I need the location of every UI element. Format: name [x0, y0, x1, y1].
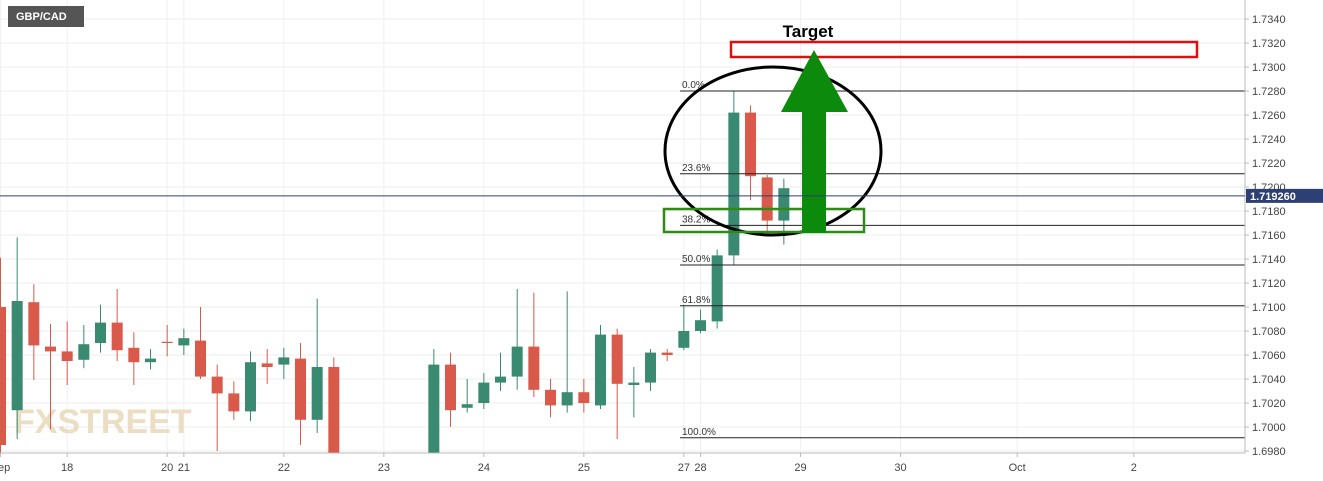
fib-label: 23.6% [682, 163, 710, 174]
candle-body [128, 347, 140, 363]
y-tick-label: 1.7040 [1252, 374, 1286, 386]
candle-body [0, 307, 6, 445]
candle-body [495, 376, 507, 383]
x-tick-label: 22 [278, 462, 290, 474]
fib-label: 38.2% [682, 214, 710, 225]
y-tick-label: 1.7220 [1252, 158, 1286, 170]
grid [0, 0, 1245, 453]
y-tick-label: 1.7240 [1252, 134, 1286, 146]
x-tick-label: 28 [694, 462, 706, 474]
candle-body [95, 322, 107, 343]
candle-body [711, 255, 723, 322]
candle-body [311, 367, 323, 420]
candle-body [161, 341, 173, 343]
support-box [662, 207, 866, 234]
candle-body [261, 363, 273, 367]
x-tick-label: 18 [61, 462, 73, 474]
candle-body [578, 392, 590, 403]
candle-body [545, 389, 557, 406]
candle-body [195, 340, 207, 377]
y-tick-label: 1.7180 [1252, 206, 1286, 218]
y-tick-label: 1.7060 [1252, 350, 1286, 362]
candle-body [111, 322, 123, 351]
y-tick-label: 1.7140 [1252, 254, 1286, 266]
candle-body [11, 301, 23, 411]
annotation: Target [783, 22, 834, 41]
y-tick-label: 1.6980 [1252, 446, 1286, 458]
candle-body [328, 367, 340, 453]
y-tick-label: 1.7160 [1252, 230, 1286, 242]
candle-body [78, 344, 90, 360]
fib-label: 50.0% [682, 254, 710, 265]
candle-body [695, 320, 707, 331]
x-tick-label: Oct [1009, 462, 1026, 474]
x-tick-label: 23 [378, 462, 390, 474]
y-tick-label: 1.7300 [1252, 62, 1286, 74]
candle-body [645, 352, 657, 383]
candle-body [211, 376, 223, 394]
x-tick-label: 2 [1131, 462, 1137, 474]
x-tick-label: 24 [478, 462, 490, 474]
x-tick-label: 29 [794, 462, 806, 474]
candle-body [678, 331, 690, 348]
chart-title: GBP/CAD [16, 11, 67, 23]
x-tick-label: 27 [678, 462, 690, 474]
candle-body [561, 392, 573, 406]
current-price-box [1246, 188, 1323, 203]
candle-body [595, 334, 607, 406]
current-price-label: 1.719260 [1250, 191, 1296, 203]
title-badge [8, 6, 84, 27]
highlight-ellipse [663, 65, 883, 237]
candles [0, 91, 790, 453]
candle-body [278, 357, 290, 365]
candle-body [528, 346, 540, 390]
fib-label: 0.0% [682, 80, 705, 91]
fib-label: 61.8% [682, 295, 710, 306]
candle-body [61, 351, 73, 361]
candle-body [428, 364, 440, 453]
watermark: FXSTREET [14, 403, 192, 441]
x-tick-label: 30 [894, 462, 906, 474]
candle-body [295, 358, 307, 420]
candle-body [461, 404, 473, 408]
candle-body [178, 338, 190, 346]
y-tick-label: 1.7280 [1252, 86, 1286, 98]
candle-body [628, 382, 640, 385]
y-tick-label: 1.7080 [1252, 326, 1286, 338]
arrow-shaft [802, 110, 826, 233]
candle-body [478, 382, 490, 403]
y-tick-label: 1.7260 [1252, 110, 1286, 122]
candle-body [145, 358, 157, 363]
x-tick-label: Sep [0, 462, 10, 474]
candle-body [445, 364, 457, 411]
candle-body [45, 346, 57, 352]
y-tick-label: 1.7340 [1252, 14, 1286, 26]
y-tick-label: 1.7020 [1252, 398, 1286, 410]
candle-body [28, 302, 40, 346]
candle-body [511, 346, 523, 377]
y-tick-label: 1.7320 [1252, 38, 1286, 50]
candle-body [728, 112, 740, 256]
x-tick-label: 25 [578, 462, 590, 474]
x-tick-label: 20 [161, 462, 173, 474]
candle-body [761, 177, 773, 221]
arrow-head [781, 50, 848, 112]
y-tick-label: 1.7000 [1252, 422, 1286, 434]
candle-body [778, 188, 790, 221]
candle-body [245, 362, 257, 412]
fibonacci-levels: 0.0% 23.6% 38.2% 50.0% 61.8% 100.0% [680, 80, 1245, 439]
y-tick-label: 1.7100 [1252, 302, 1286, 314]
candle-body [228, 393, 240, 412]
x-tick-label: 21 [178, 462, 190, 474]
candle-body [611, 334, 623, 384]
fib-label: 100.0% [682, 427, 716, 438]
target-box [729, 40, 1199, 59]
candle-body [661, 352, 673, 355]
y-tick-label: 1.7120 [1252, 278, 1286, 290]
candle-body [745, 112, 757, 177]
